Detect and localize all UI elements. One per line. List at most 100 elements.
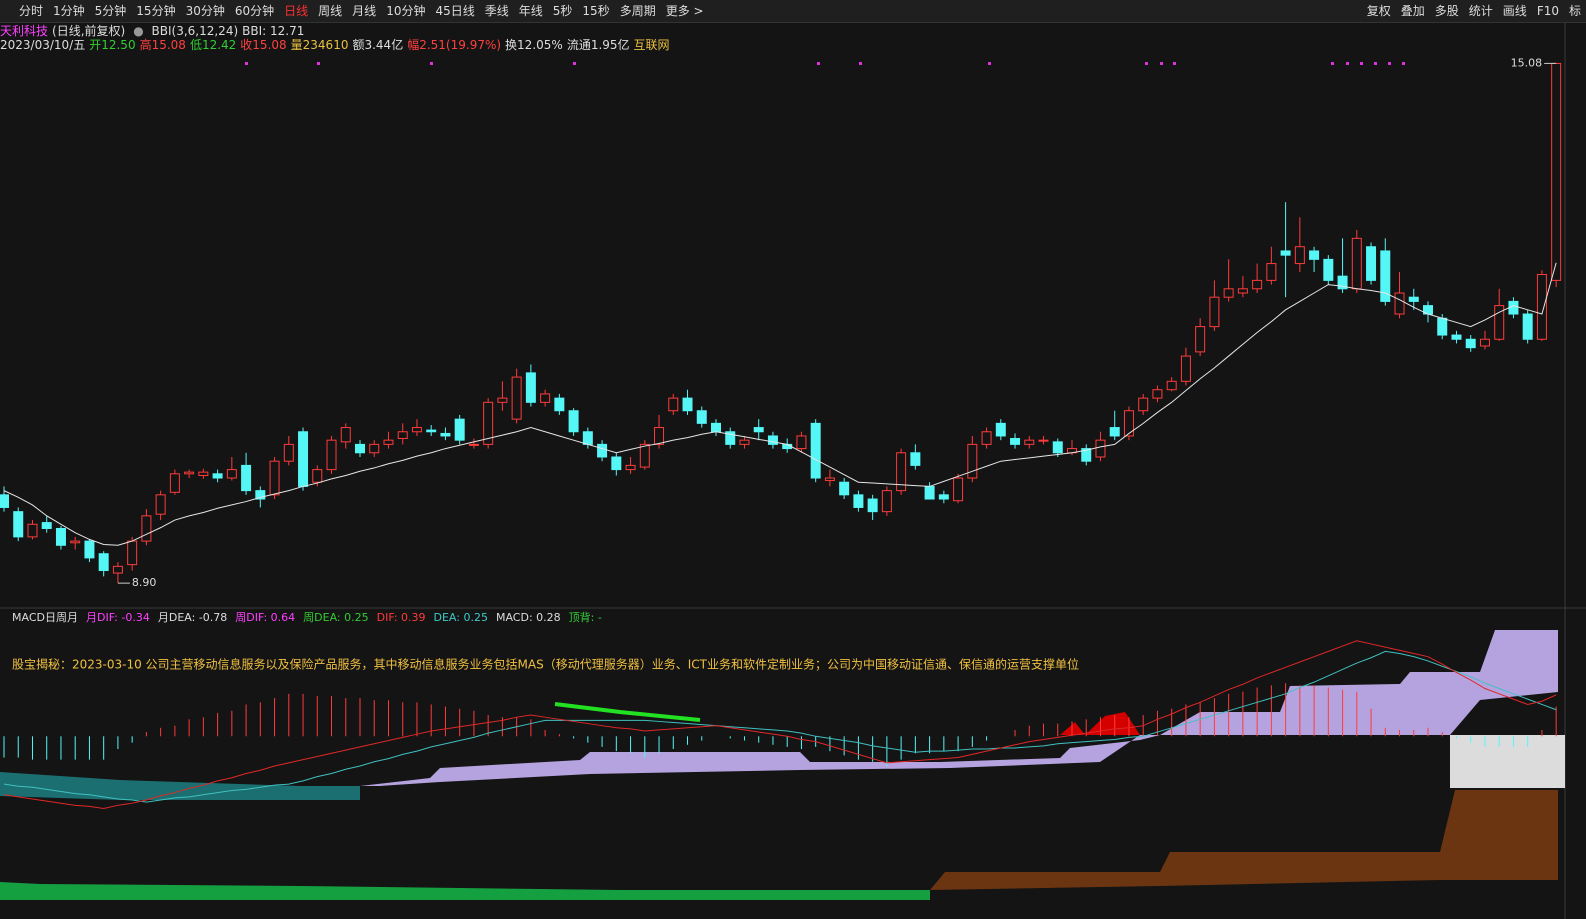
candle-body — [696, 410, 707, 424]
candle-body — [340, 427, 351, 443]
candle-body — [184, 471, 195, 475]
quote-field: 量234610 — [290, 38, 349, 52]
month-band — [0, 772, 360, 800]
candle-body — [896, 452, 907, 492]
candle-body — [383, 439, 394, 445]
candle-body — [682, 397, 693, 412]
period-tab[interactable]: 5秒 — [552, 4, 573, 18]
candle-body — [70, 540, 81, 544]
indicator-value: BBI: 12.71 — [242, 24, 305, 38]
quote-field: 低12.42 — [189, 38, 237, 52]
candle-body — [1209, 296, 1220, 328]
indicator-name: BBI(3,6,12,24) — [151, 24, 239, 38]
period-tab[interactable]: 日线 — [284, 4, 309, 18]
candle-body — [725, 431, 736, 445]
candle-body — [1479, 338, 1490, 347]
candle-body — [767, 435, 778, 445]
period-tab[interactable]: 10分钟 — [386, 4, 426, 18]
period-tab[interactable]: 45日线 — [435, 4, 475, 18]
candle-body — [55, 527, 66, 546]
candle-body — [497, 397, 508, 403]
period-tab[interactable]: 更多 > — [665, 4, 704, 18]
macd-legend: 月DEA: -0.78 — [158, 611, 227, 624]
bottom-band-brown — [930, 790, 1558, 890]
candle-body — [953, 477, 964, 502]
candle-body — [995, 422, 1006, 437]
tool-tab[interactable]: 统计 — [1468, 4, 1493, 18]
candle-body — [654, 427, 665, 445]
candle-body — [1109, 427, 1120, 437]
period-tab[interactable]: 多周期 — [619, 4, 656, 18]
candle-body — [540, 393, 551, 403]
candle-body — [0, 494, 9, 508]
candle-body — [127, 540, 138, 566]
period-tab[interactable]: 月线 — [352, 4, 377, 18]
period-tab[interactable]: 5分钟 — [94, 4, 127, 18]
candle-body — [1138, 397, 1149, 412]
candle-body — [810, 422, 821, 479]
quote-field: 幅2.51(19.97%) — [407, 38, 502, 52]
candle-body — [198, 471, 209, 476]
candle-body — [1522, 313, 1533, 340]
annotation-label: 8.90 — [132, 576, 157, 589]
candle-body — [212, 473, 223, 479]
period-tab[interactable]: 周线 — [318, 4, 343, 18]
candle-body — [397, 431, 408, 439]
stock-header: 天利科技 (日线,前复权) ● BBI(3,6,12,24) BBI: 12.71 — [0, 24, 308, 39]
candle-body — [141, 515, 152, 542]
period-tab[interactable]: 60分钟 — [234, 4, 275, 18]
period-tab[interactable]: 15秒 — [582, 4, 610, 18]
tool-tab[interactable]: 多股 — [1434, 4, 1459, 18]
macd-legend: 周DEA: 0.25 — [303, 611, 368, 624]
candle-body — [582, 431, 593, 445]
notice: 股宝揭秘：2023-03-10 公司主营移动信息服务以及保险产品服务，其中移动信… — [12, 657, 1079, 672]
candle-body — [454, 418, 465, 441]
quote-field: 收15.08 — [240, 38, 287, 52]
tool-tab[interactable]: F10 — [1536, 4, 1559, 18]
candle-body — [1024, 439, 1035, 445]
candle-body — [440, 432, 451, 437]
macd-legend: 顶背: - — [569, 610, 602, 624]
candle-body — [853, 494, 864, 508]
quote-field: 额3.44亿 — [352, 38, 404, 52]
indicator-icon: ● — [133, 24, 144, 38]
period-tab[interactable]: 1分钟 — [53, 4, 85, 18]
candle-body — [867, 498, 878, 513]
candle-body — [525, 372, 536, 403]
tool-tab[interactable]: 叠加 — [1400, 4, 1425, 18]
stock-name: 天利科技 — [0, 24, 49, 38]
candle-body — [910, 452, 921, 466]
period-toolbar: 分时 1分钟 5分钟 15分钟 30分钟 60分钟 日线 周线 月线 10分钟 45日线 季线 年线 5秒… — [0, 0, 1586, 23]
candle-body — [625, 464, 636, 471]
candle-body — [1366, 246, 1377, 281]
candle-body — [155, 494, 166, 515]
candle-body — [753, 427, 764, 433]
quote-field: 开12.50 — [89, 38, 136, 52]
period-tab[interactable]: 年线 — [518, 4, 543, 18]
candle-body — [1551, 62, 1562, 281]
candle-body — [355, 443, 365, 454]
macd-legend: MACD: 0.28 — [496, 611, 561, 624]
tool-tab[interactable]: 画线 — [1502, 4, 1527, 18]
bbi-line — [3, 262, 1557, 546]
candle-body — [1266, 263, 1277, 281]
period-tab[interactable]: 15分钟 — [136, 4, 176, 18]
candle-body — [226, 469, 237, 479]
candle-body — [611, 456, 622, 471]
candle-body — [796, 435, 807, 450]
period-tab[interactable]: 季线 — [484, 4, 509, 18]
period-tab[interactable]: 30分钟 — [185, 4, 225, 18]
period-tab[interactable]: 分时 — [19, 4, 44, 18]
week-band — [360, 630, 1558, 786]
candle-body — [1223, 288, 1234, 298]
candle-body — [554, 397, 565, 412]
candle-body — [511, 376, 522, 420]
candle-body — [1394, 292, 1405, 315]
tool-tab[interactable]: 复权 — [1366, 4, 1391, 18]
candle-body — [1380, 250, 1391, 302]
tool-tab[interactable]: 标 — [1568, 4, 1581, 18]
candle-body — [1465, 338, 1476, 349]
candle-body — [1180, 355, 1191, 382]
candle-body — [1337, 275, 1348, 290]
